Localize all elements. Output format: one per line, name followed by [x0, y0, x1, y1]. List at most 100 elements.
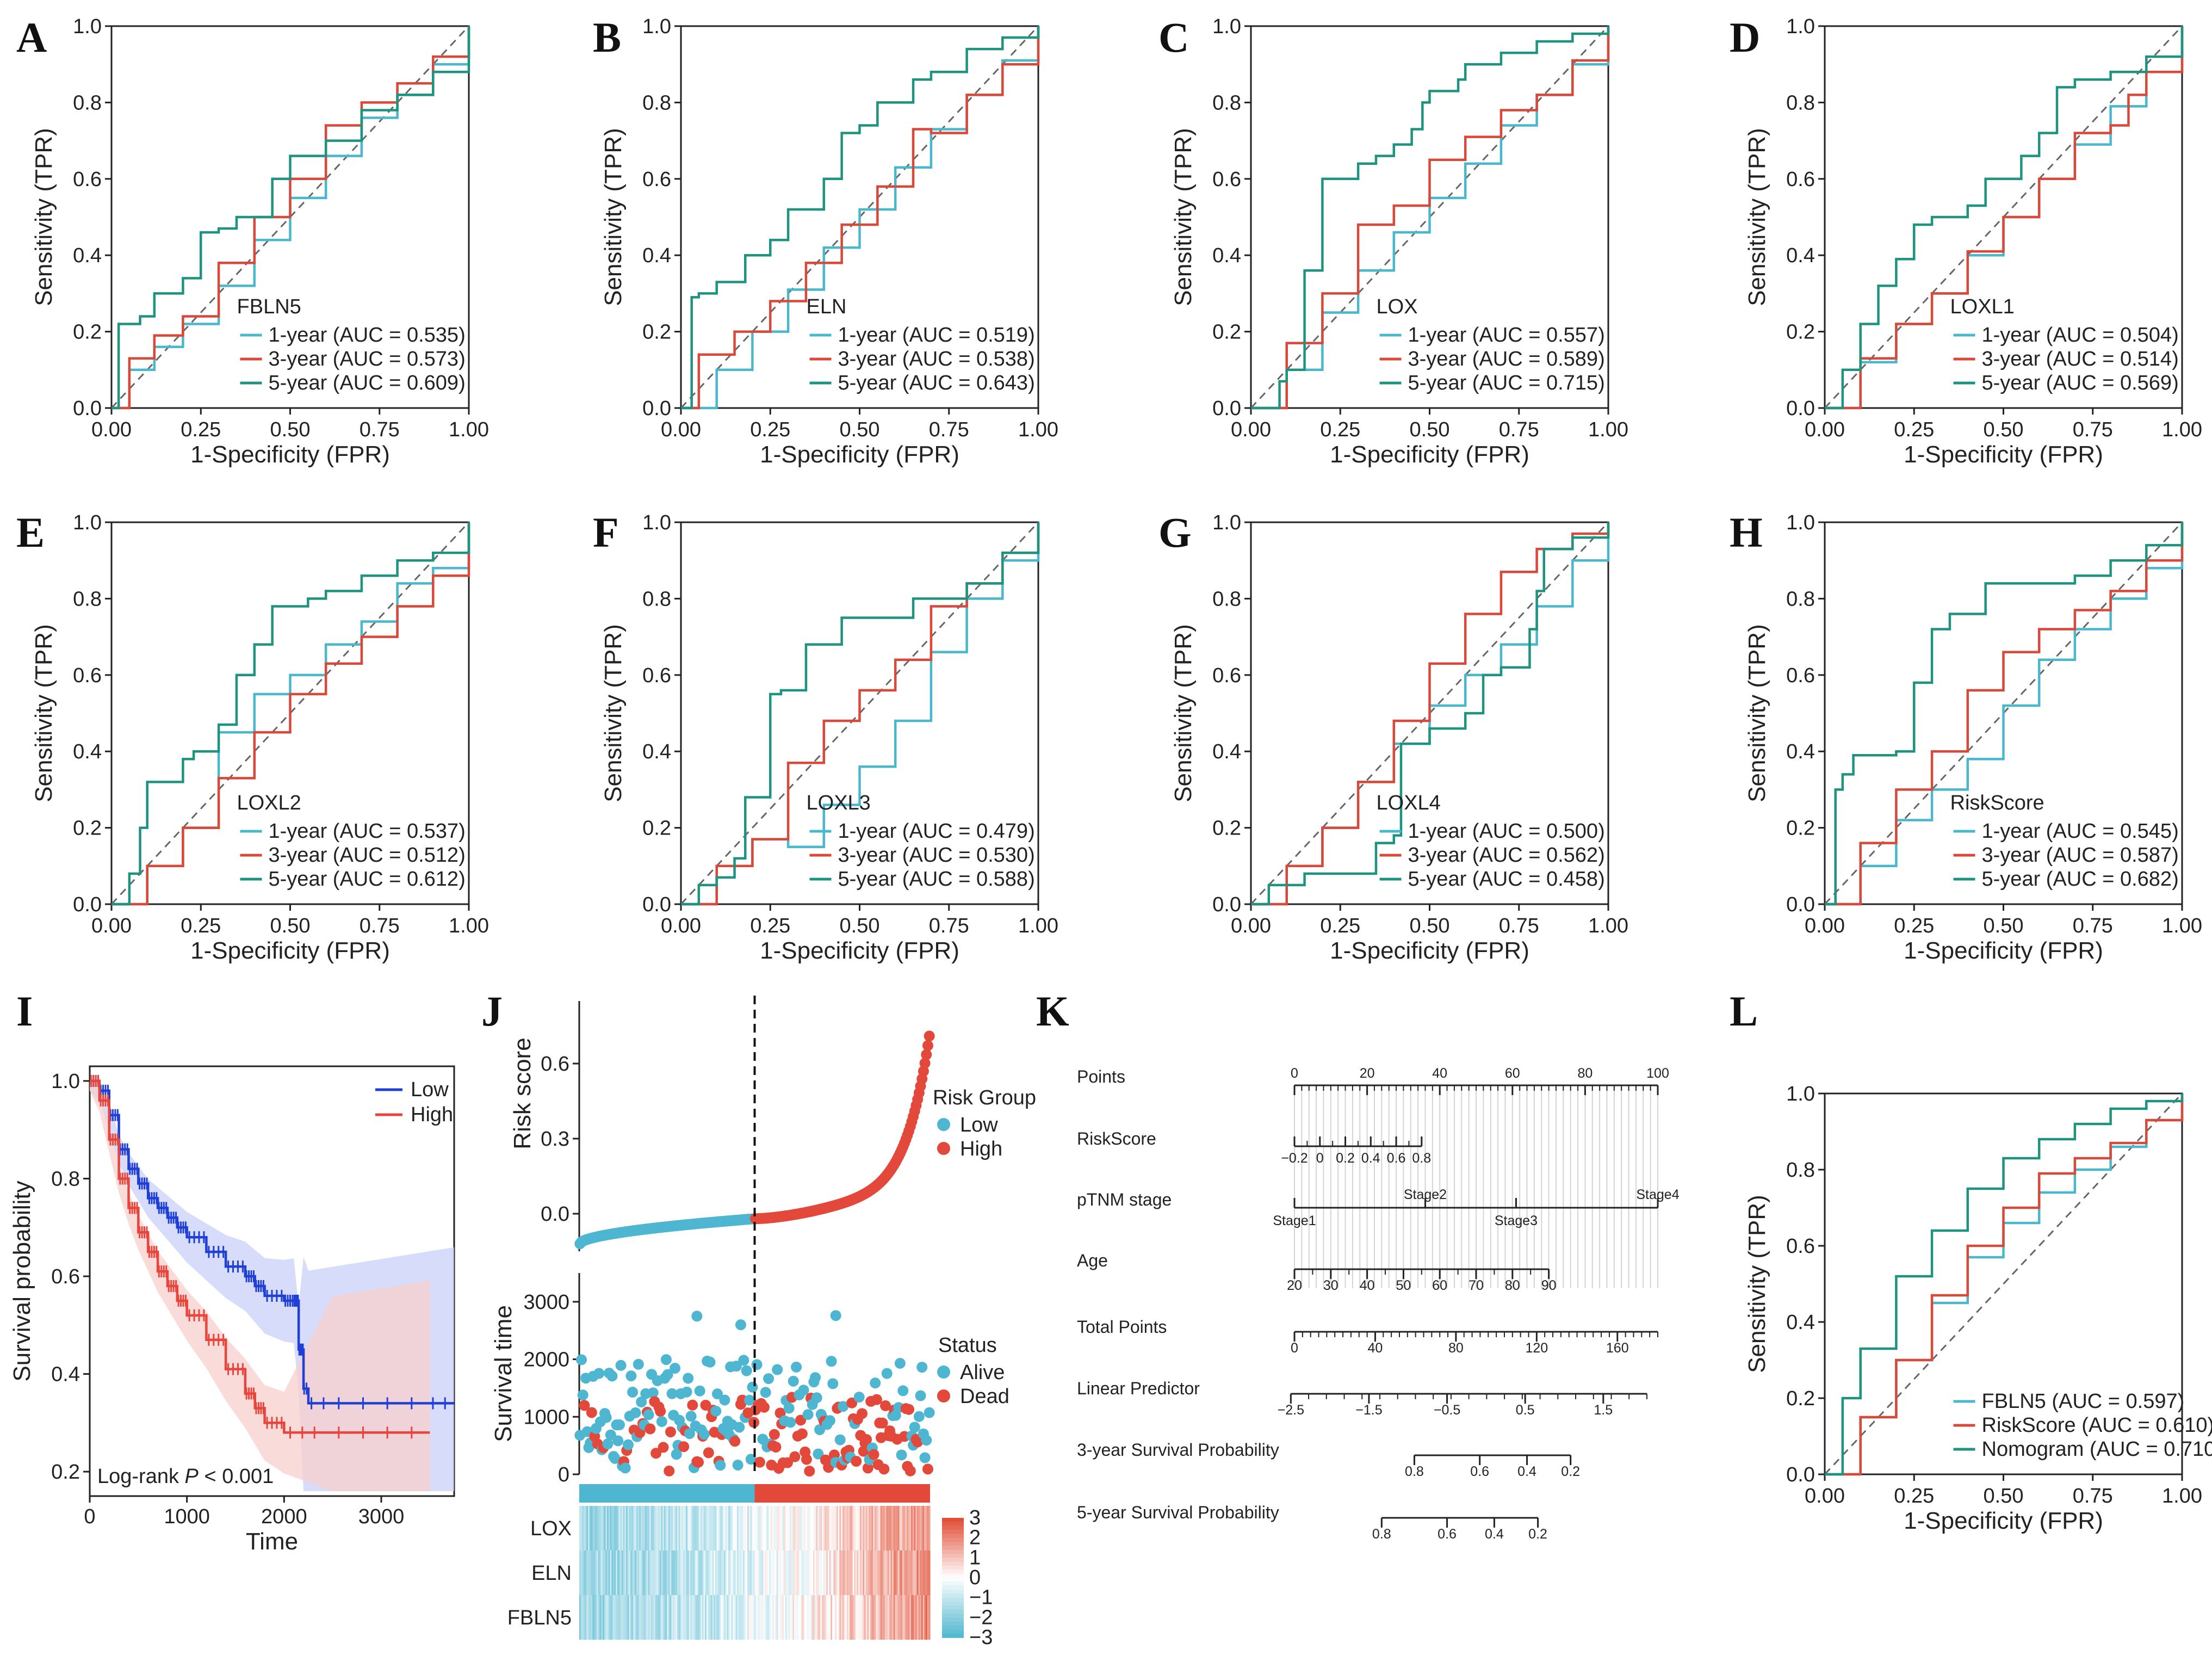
nomogram-row-label: Total Points [1077, 1317, 1167, 1337]
heatmap-cell [896, 1595, 899, 1640]
heatmap-cell [798, 1550, 801, 1595]
heatmap-cell [703, 1506, 705, 1550]
panel-letter: F [593, 509, 619, 556]
nomogram-tick-label: 0.8 [1412, 1151, 1431, 1166]
heatmap-cell [710, 1595, 713, 1640]
heatmap-cell [769, 1506, 771, 1550]
roc-curve-series-3 [1825, 522, 2184, 906]
roc-curve-series-2 [1825, 1093, 2184, 1476]
heatmap-cell [639, 1595, 641, 1640]
legend-title: Risk Group [933, 1086, 1036, 1109]
x-axis-label: 1-Specificity (FPR) [760, 937, 959, 964]
heatmap-cell [601, 1506, 603, 1550]
heatmap-cell [718, 1550, 720, 1595]
x-tick-label: 0.00 [91, 915, 132, 937]
heatmap-cell [778, 1595, 780, 1640]
x-axis-label: 1-Specificity (FPR) [190, 937, 390, 964]
heatmap-cell [780, 1506, 783, 1550]
color-scale-step [942, 1621, 964, 1626]
heatmap-cell [722, 1595, 724, 1640]
heatmap-cell [595, 1550, 597, 1595]
color-scale-step [942, 1534, 964, 1539]
panel-letter: A [16, 14, 47, 61]
patient-dead [665, 1426, 676, 1438]
heatmap-cell [865, 1506, 868, 1550]
heatmap-cell [752, 1595, 754, 1640]
heatmap-cell [737, 1595, 739, 1640]
heatmap-cell [772, 1595, 774, 1640]
heatmap-cell [642, 1506, 644, 1550]
patient-dead [858, 1445, 869, 1457]
heatmap-cell [763, 1595, 765, 1640]
patient-alive [760, 1387, 771, 1398]
y-tick-label: 0.4 [1786, 1311, 1815, 1334]
heatmap-cell [877, 1595, 879, 1640]
heatmap-cell [721, 1506, 723, 1550]
patient-dead [754, 1456, 765, 1468]
heatmap-cell [601, 1550, 603, 1595]
heatmap-cell [597, 1506, 599, 1550]
heatmap-cell [706, 1506, 709, 1550]
heatmap-cell [831, 1506, 833, 1550]
patient-alive [772, 1364, 783, 1375]
heatmap-cell [903, 1595, 906, 1640]
y-tick-label: 0.4 [73, 740, 102, 763]
color-scale-step [942, 1581, 964, 1586]
heatmap-cell [807, 1550, 809, 1595]
patient-alive [827, 1378, 839, 1389]
patient-alive [636, 1396, 647, 1407]
patient-dead [703, 1447, 714, 1459]
panel-letter: D [1730, 14, 1760, 61]
heatmap-cell [839, 1506, 841, 1550]
patient-dead [846, 1397, 858, 1408]
color-scale-step [942, 1617, 964, 1622]
heatmap-cell [635, 1550, 637, 1595]
heatmap-cell [608, 1550, 611, 1595]
y-tick-label: 0.6 [73, 168, 102, 191]
nomogram-tick-label: 160 [1606, 1340, 1629, 1356]
heatmap-cell [603, 1550, 605, 1595]
heatmap-cell [612, 1595, 615, 1640]
nomogram-tick-label: 20 [1287, 1278, 1302, 1293]
heatmap-cell [702, 1595, 704, 1640]
heatmap-cell [633, 1595, 635, 1640]
heatmap-cell [863, 1550, 865, 1595]
heatmap-cell [867, 1506, 869, 1550]
patient-dead [769, 1429, 780, 1440]
heatmap-cell [769, 1595, 771, 1640]
heatmap-cell [784, 1506, 786, 1550]
roc-curve-series-3 [111, 522, 470, 906]
heatmap-cell [810, 1506, 812, 1550]
x-tick-label: 1.00 [449, 418, 489, 441]
heatmap-cell [689, 1550, 691, 1595]
heatmap-cell [761, 1595, 764, 1640]
legend-swatch [937, 1389, 950, 1402]
heatmap-cell [833, 1595, 835, 1640]
heatmap-cell [771, 1506, 773, 1550]
heatmap-cell [851, 1595, 853, 1640]
risk-point-high [922, 1040, 933, 1051]
heatmap-cell [782, 1595, 784, 1640]
risk-point-high [919, 1058, 931, 1069]
legend-title: LOXL4 [1377, 792, 1441, 814]
heatmap-cell [772, 1550, 774, 1595]
group-bar-low [579, 1484, 755, 1503]
heatmap-cell [924, 1550, 926, 1595]
heatmap-cell [814, 1506, 816, 1550]
heatmap-cell [604, 1506, 606, 1550]
color-scale-step [942, 1530, 964, 1535]
heatmap-cell [841, 1550, 843, 1595]
heatmap-cell [924, 1595, 926, 1640]
risk-point-high [918, 1066, 929, 1077]
y-tick-label: 1.0 [1786, 15, 1815, 38]
heatmap-cell [911, 1595, 913, 1640]
heatmap-cell [631, 1506, 634, 1550]
x-tick-label: 0.75 [360, 915, 400, 937]
heatmap-cell [760, 1506, 763, 1550]
heatmap-cell [871, 1595, 873, 1640]
roc-panel-b: B 0.00 0.25 0.50 0.75 1.00 0.0 0.2 0.4 0.6 0.8 1.0 1… [593, 14, 1058, 468]
heatmap-cell [629, 1550, 631, 1595]
heatmap-cell [767, 1550, 770, 1595]
heatmap-cell [579, 1550, 581, 1595]
heatmap-cell [779, 1506, 782, 1550]
